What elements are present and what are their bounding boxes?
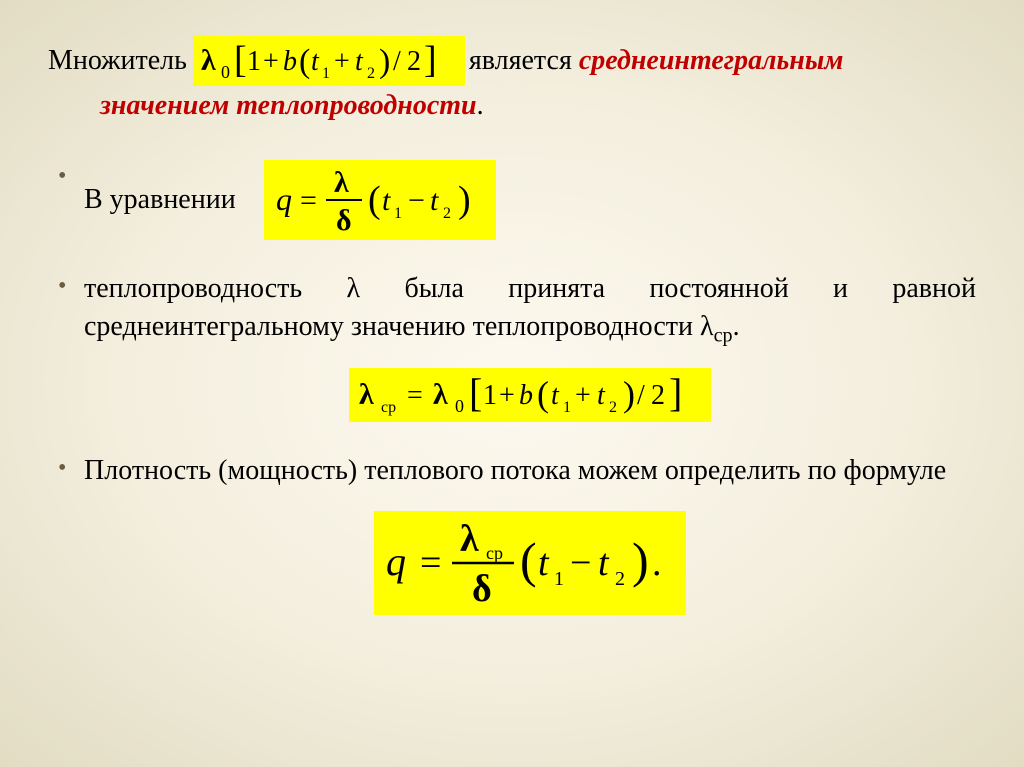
svg-text:−: − [408,184,425,217]
slide: Множитель λ 0 [ 1 + b ( t 1 + t 2 ) / 2 … [0,0,1024,767]
svg-text:t: t [551,380,560,411]
svg-text:(: ( [368,179,381,221]
bullet-3: Плотность (мощность) теплового потока мо… [84,452,976,616]
svg-text:[: [ [234,39,247,81]
bullet-2: теплопроводность λ была принята постоянн… [84,270,976,422]
svg-text:2: 2 [407,46,421,77]
svg-text:+: + [334,46,350,77]
svg-text:ср: ср [381,399,396,416]
intro-line: Множитель λ 0 [ 1 + b ( t 1 + t 2 ) / 2 … [48,36,976,86]
svg-text:t: t [311,46,320,77]
svg-text:t: t [382,184,391,217]
formula-4-row: q = λ ср δ ( t 1 − t 2 ) [84,511,976,615]
svg-text:2: 2 [443,205,451,222]
svg-text:δ: δ [472,568,492,610]
svg-text:(: ( [520,532,537,588]
intro-post: является среднеинтегральным [469,45,844,77]
svg-text:t: t [355,46,364,77]
svg-text:λ: λ [359,378,374,411]
svg-text:λ: λ [201,44,216,77]
formula-1: λ 0 [ 1 + b ( t 1 + t 2 ) / 2 ] [193,36,465,86]
formula-4: q = λ ср δ ( t 1 − t 2 ) [374,511,686,615]
svg-text:=: = [407,380,423,411]
svg-text:λ: λ [334,166,349,199]
svg-text:t: t [598,542,610,584]
formula-2: q = λ δ ( t 1 − t 2 ) [264,160,496,240]
svg-text:1: 1 [563,399,571,416]
intro-line-2-period: . [477,90,484,121]
svg-text:]: ] [424,39,437,81]
svg-text:2: 2 [609,399,617,416]
svg-text:0: 0 [221,62,230,82]
svg-text:q: q [276,181,292,217]
svg-text:): ) [458,179,471,221]
svg-text:=: = [300,184,317,217]
svg-text:t: t [538,542,550,584]
intro-line-2: значением теплопроводности. [48,90,976,122]
formula-3-row: λ ср = λ 0 [ 1 + b ( t 1 + t 2 [84,368,976,422]
svg-text:2: 2 [367,65,375,82]
svg-text:λ: λ [433,378,448,411]
svg-text:.: . [652,542,662,584]
bullet-2-period: . [733,311,740,342]
svg-text:(: ( [299,43,310,80]
bullet-1: В уравнении q = λ δ ( t 1 − t 2 ) [84,160,976,240]
svg-text:]: ] [669,370,682,415]
svg-text:0: 0 [455,396,464,416]
svg-text:−: − [570,542,591,584]
formula-3: λ ср = λ 0 [ 1 + b ( t 1 + t 2 [349,368,711,422]
svg-text:[: [ [469,370,482,415]
bullet-2-sub: ср [714,324,733,346]
svg-text:/: / [393,46,401,77]
svg-text:2: 2 [615,568,625,590]
svg-text:t: t [597,380,606,411]
intro-post-plain: является [469,45,579,76]
svg-text:1: 1 [483,380,497,411]
svg-text:δ: δ [336,204,352,237]
svg-text:1: 1 [394,205,402,222]
svg-text:b: b [283,46,297,77]
intro-line-2-hl: значением теплопроводности [100,90,477,121]
svg-text:): ) [379,43,390,80]
svg-text:1: 1 [322,65,330,82]
svg-text:): ) [623,374,635,414]
svg-text:q: q [386,539,406,584]
svg-text:/: / [637,380,645,411]
intro-post-highlight: среднеинтегральным [579,45,844,76]
svg-text:ср: ср [486,543,503,563]
svg-text:=: = [420,542,441,584]
svg-text:1: 1 [554,568,564,590]
svg-text:+: + [263,46,279,77]
bullet-1-label: В уравнении [84,181,236,219]
svg-text:): ) [632,532,649,588]
svg-text:λ: λ [460,518,479,560]
svg-text:+: + [575,380,591,411]
svg-text:t: t [430,184,439,217]
svg-text:b: b [519,380,533,411]
bullet-2-text: теплопроводность λ была принята постоянн… [84,273,976,342]
svg-text:+: + [499,380,515,411]
bullet-list: В уравнении q = λ δ ( t 1 − t 2 ) [48,160,976,615]
bullet-3-text: Плотность (мощность) теплового потока мо… [84,455,946,486]
svg-text:2: 2 [651,380,665,411]
svg-text:1: 1 [247,46,261,77]
intro-pre: Множитель [48,45,187,77]
svg-text:(: ( [537,374,549,414]
